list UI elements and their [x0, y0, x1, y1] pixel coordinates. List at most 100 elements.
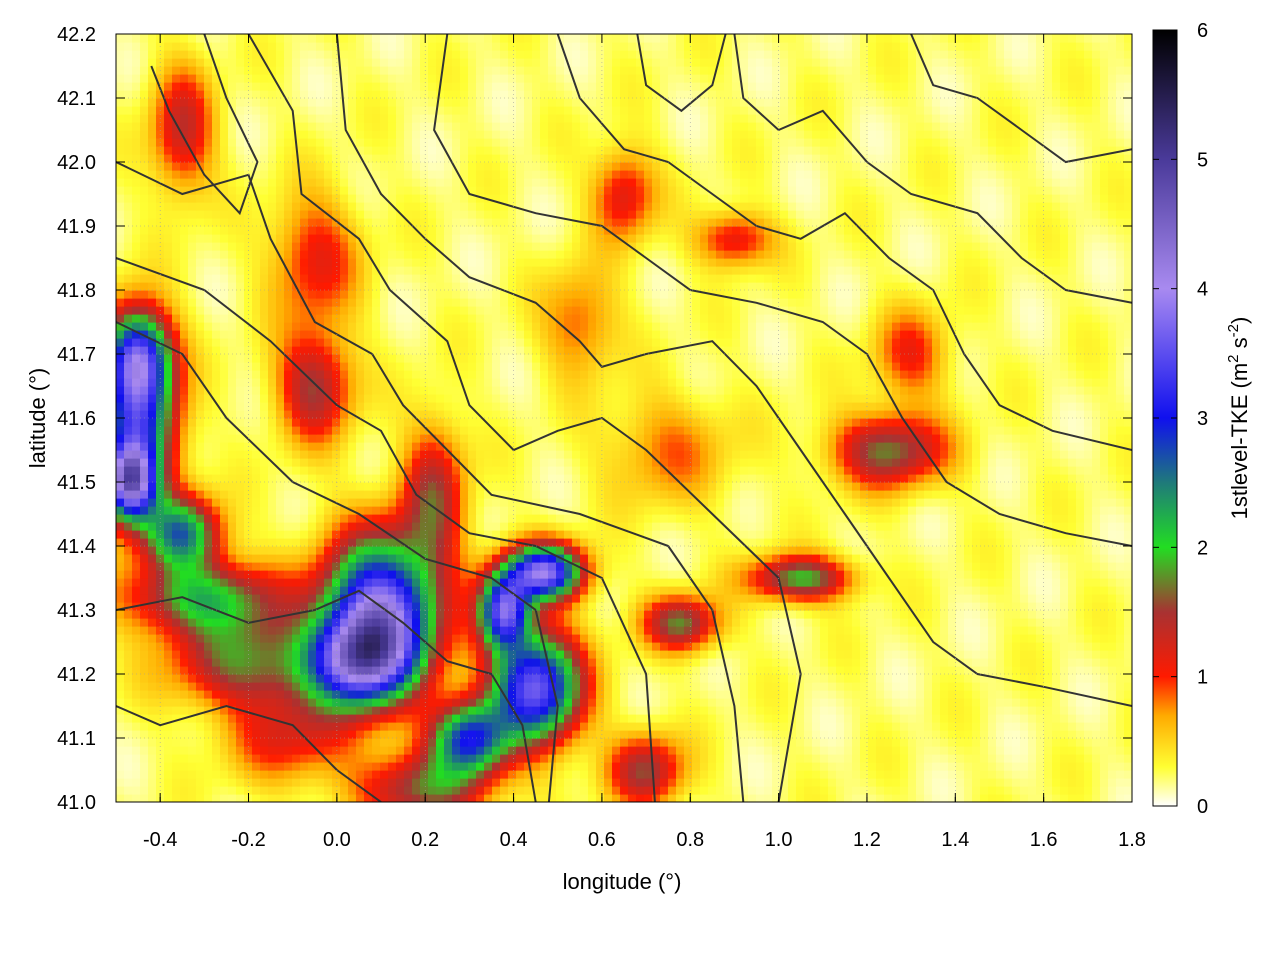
heat-cell: [652, 554, 661, 563]
heat-cell: [724, 618, 733, 627]
heat-cell: [484, 618, 493, 627]
heat-cell: [524, 722, 533, 731]
heat-cell: [868, 738, 877, 747]
heat-cell: [412, 722, 421, 731]
heat-cell: [1100, 586, 1109, 595]
heat-cell: [636, 762, 645, 771]
heat-cell: [572, 794, 581, 802]
heat-cell: [1044, 698, 1053, 707]
heat-cell: [1084, 770, 1093, 779]
heat-cell: [268, 722, 277, 731]
heat-cell: [188, 506, 197, 515]
heat-cell: [1124, 722, 1132, 731]
heat-cell: [788, 610, 797, 619]
heat-cell: [332, 482, 341, 491]
heat-cell: [556, 530, 565, 539]
heat-cell: [828, 738, 837, 747]
heat-cell: [1052, 634, 1061, 643]
heat-cell: [1052, 506, 1061, 515]
heat-cell: [452, 762, 461, 771]
heat-cell: [300, 570, 309, 579]
heat-cell: [684, 698, 693, 707]
heat-cell: [492, 626, 501, 635]
heat-cell: [444, 498, 453, 507]
heat-cell: [764, 522, 773, 531]
heat-cell: [404, 730, 413, 739]
heat-cell: [812, 578, 821, 587]
heat-cell: [372, 490, 381, 499]
heat-cell: [868, 514, 877, 523]
heat-cell: [364, 674, 373, 683]
heat-cell: [996, 530, 1005, 539]
heat-cell: [1052, 698, 1061, 707]
heat-cell: [980, 586, 989, 595]
heat-cell: [252, 746, 261, 755]
heat-cell: [604, 786, 613, 795]
heat-cell: [1060, 746, 1069, 755]
heat-cell: [964, 754, 973, 763]
heat-cell: [908, 610, 917, 619]
heat-cell: [1028, 522, 1037, 531]
heat-cell: [364, 666, 373, 675]
heat-cell: [700, 738, 709, 747]
heat-cell: [484, 722, 493, 731]
heat-cell: [572, 538, 581, 547]
heat-cell: [212, 610, 221, 619]
heat-cell: [540, 658, 549, 667]
heat-cell: [548, 522, 557, 531]
heat-cell: [324, 794, 333, 802]
heat-cell: [404, 650, 413, 659]
heat-cell: [164, 530, 173, 539]
heat-cell: [764, 722, 773, 731]
heat-cell: [404, 714, 413, 723]
heat-cell: [220, 498, 229, 507]
heat-cell: [572, 778, 581, 787]
heat-cell: [236, 594, 245, 603]
heat-cell: [228, 610, 237, 619]
heat-cell: [444, 786, 453, 795]
heat-cell: [524, 730, 533, 739]
heat-cell: [716, 674, 725, 683]
heat-cell: [620, 642, 629, 651]
heat-cell: [196, 522, 205, 531]
heat-cell: [332, 610, 341, 619]
heat-cell: [884, 682, 893, 691]
heat-cell: [884, 786, 893, 795]
heat-cell: [1004, 578, 1013, 587]
heat-cell: [612, 698, 621, 707]
heat-cell: [1060, 730, 1069, 739]
heat-cell: [364, 634, 373, 643]
heat-cell: [604, 714, 613, 723]
heat-cell: [364, 706, 373, 715]
heat-cell: [220, 722, 229, 731]
heat-cell: [804, 586, 813, 595]
heat-cell: [540, 682, 549, 691]
heat-cell: [172, 706, 181, 715]
heat-cell: [148, 778, 157, 787]
heat-cell: [396, 570, 405, 579]
heat-cell: [300, 522, 309, 531]
heat-cell: [444, 746, 453, 755]
heat-cell: [1092, 530, 1101, 539]
heat-cell: [796, 490, 805, 499]
heat-cell: [268, 754, 277, 763]
heat-cell: [308, 682, 317, 691]
heat-cell: [988, 730, 997, 739]
heat-cell: [412, 506, 421, 515]
heat-cell: [188, 538, 197, 547]
heat-cell: [428, 498, 437, 507]
heat-cell: [284, 698, 293, 707]
heat-cell: [1124, 642, 1132, 651]
heat-cell: [676, 602, 685, 611]
heat-cell: [364, 690, 373, 699]
heat-cell: [148, 770, 157, 779]
heat-cell: [724, 794, 733, 802]
heat-cell: [612, 786, 621, 795]
heat-cell: [172, 722, 181, 731]
heat-cell: [276, 682, 285, 691]
heat-cell: [532, 658, 541, 667]
heat-cell: [124, 482, 133, 491]
heat-cell: [804, 618, 813, 627]
heat-cell: [676, 754, 685, 763]
heat-cell: [276, 770, 285, 779]
